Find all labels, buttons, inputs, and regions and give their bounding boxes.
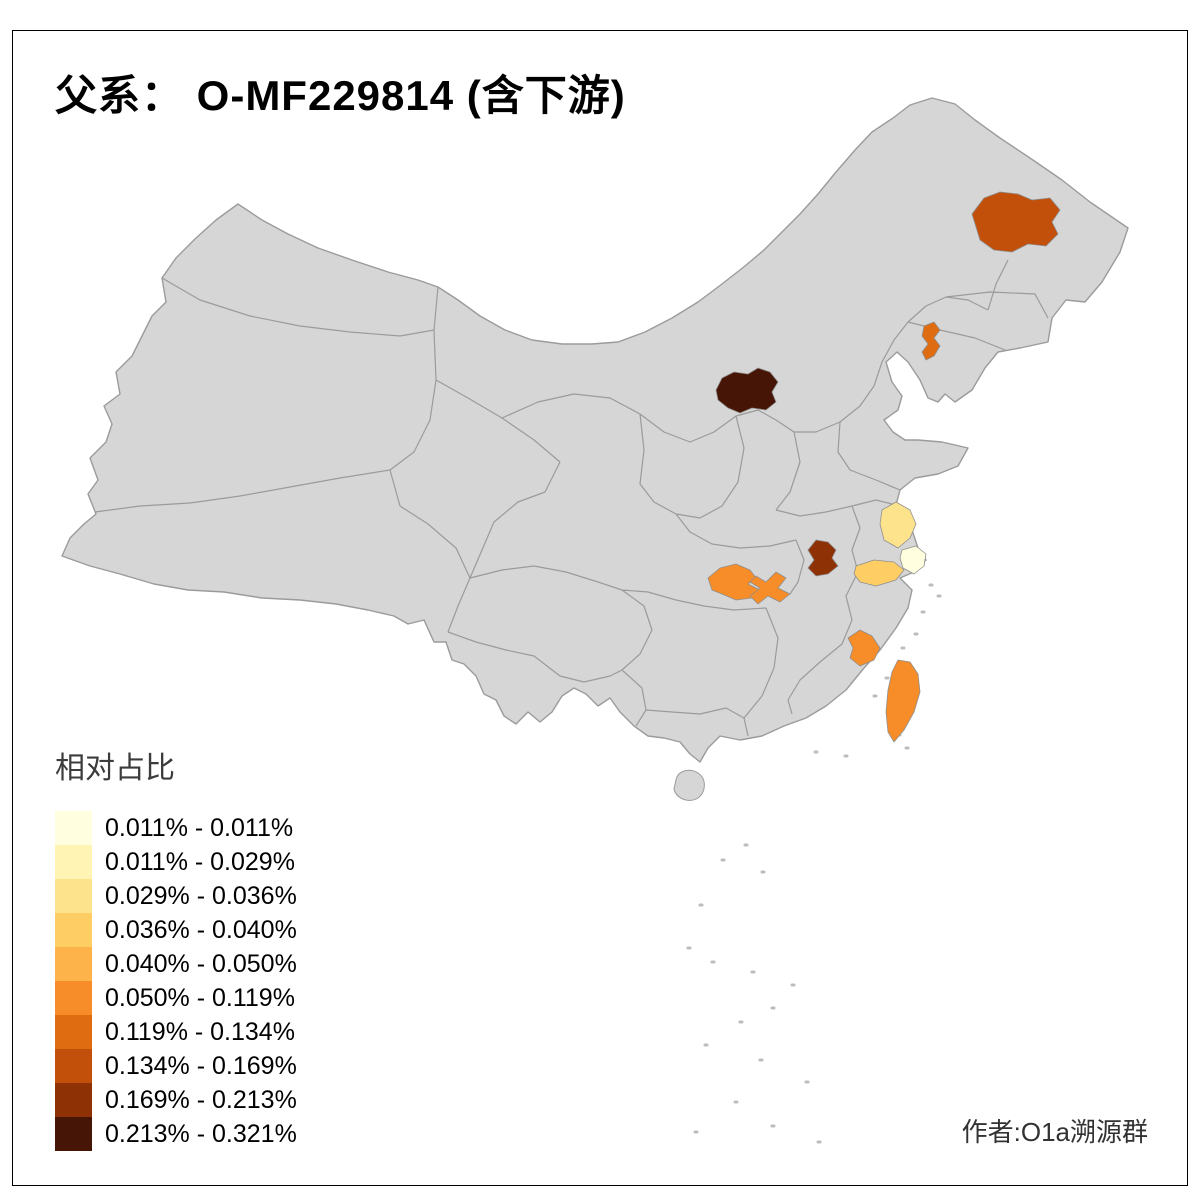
region-north-china-dark xyxy=(715,367,779,414)
legend-item: 0.011% - 0.011% xyxy=(55,811,297,845)
legend-swatch xyxy=(55,1083,92,1117)
region-hubei-west xyxy=(707,563,761,601)
author-credit: 作者:O1a溯源群 xyxy=(961,1117,1148,1147)
legend-swatch xyxy=(55,1117,92,1151)
legend-swatch xyxy=(55,845,92,879)
china-mainland-shape xyxy=(61,97,1129,763)
hainan-island xyxy=(673,769,705,801)
legend-swatch xyxy=(55,811,92,845)
legend-item: 0.169% - 0.213% xyxy=(55,1083,297,1117)
legend-swatch xyxy=(55,947,92,981)
region-zhejiang-north xyxy=(853,559,905,587)
legend-title: 相对占比 xyxy=(55,752,175,785)
legend-label: 0.134% - 0.169% xyxy=(105,1051,297,1080)
legend-label: 0.011% - 0.029% xyxy=(105,847,295,876)
region-shanghai xyxy=(899,545,927,575)
province-borders xyxy=(94,259,1049,737)
legend-item: 0.119% - 0.134% xyxy=(55,1015,297,1049)
legend-label: 0.036% - 0.040% xyxy=(105,915,297,944)
legend-item: 0.011% - 0.029% xyxy=(55,845,297,879)
region-heilongjiang-central xyxy=(971,191,1061,253)
highlighted-regions xyxy=(707,191,1061,743)
region-fujian-coast xyxy=(847,629,881,667)
legend-swatch xyxy=(55,1015,92,1049)
small-islands-dots xyxy=(686,583,942,1144)
region-jiangsu-south xyxy=(879,501,917,549)
legend-item: 0.029% - 0.036% xyxy=(55,879,297,913)
legend-label: 0.169% - 0.213% xyxy=(105,1085,297,1114)
legend-label: 0.011% - 0.011% xyxy=(105,813,294,842)
legend-label: 0.119% - 0.134% xyxy=(105,1017,295,1046)
legend-item: 0.213% - 0.321% xyxy=(55,1117,297,1151)
region-hubei-east xyxy=(749,571,791,605)
legend-item: 0.050% - 0.119% xyxy=(55,981,297,1015)
region-liaoning-central xyxy=(921,321,941,361)
region-anhui-southwest-dark xyxy=(807,539,839,577)
legend-item: 0.036% - 0.040% xyxy=(55,913,297,947)
map-title: 父系： O-MF229814 (含下游) xyxy=(55,72,626,119)
legend-swatch xyxy=(55,879,92,913)
legend-label: 0.213% - 0.321% xyxy=(105,1119,297,1148)
legend-label: 0.029% - 0.036% xyxy=(105,881,297,910)
legend-item: 0.040% - 0.050% xyxy=(55,947,297,981)
legend: 相对占比 0.011% - 0.011% 0.011% - 0.029% 0.0… xyxy=(55,743,297,1151)
region-taiwan xyxy=(885,659,921,743)
legend-item: 0.134% - 0.169% xyxy=(55,1049,297,1083)
legend-swatch xyxy=(55,1049,92,1083)
legend-swatch xyxy=(55,913,92,947)
legend-swatch xyxy=(55,981,92,1015)
legend-label: 0.040% - 0.050% xyxy=(105,949,297,978)
legend-label: 0.050% - 0.119% xyxy=(105,983,295,1012)
